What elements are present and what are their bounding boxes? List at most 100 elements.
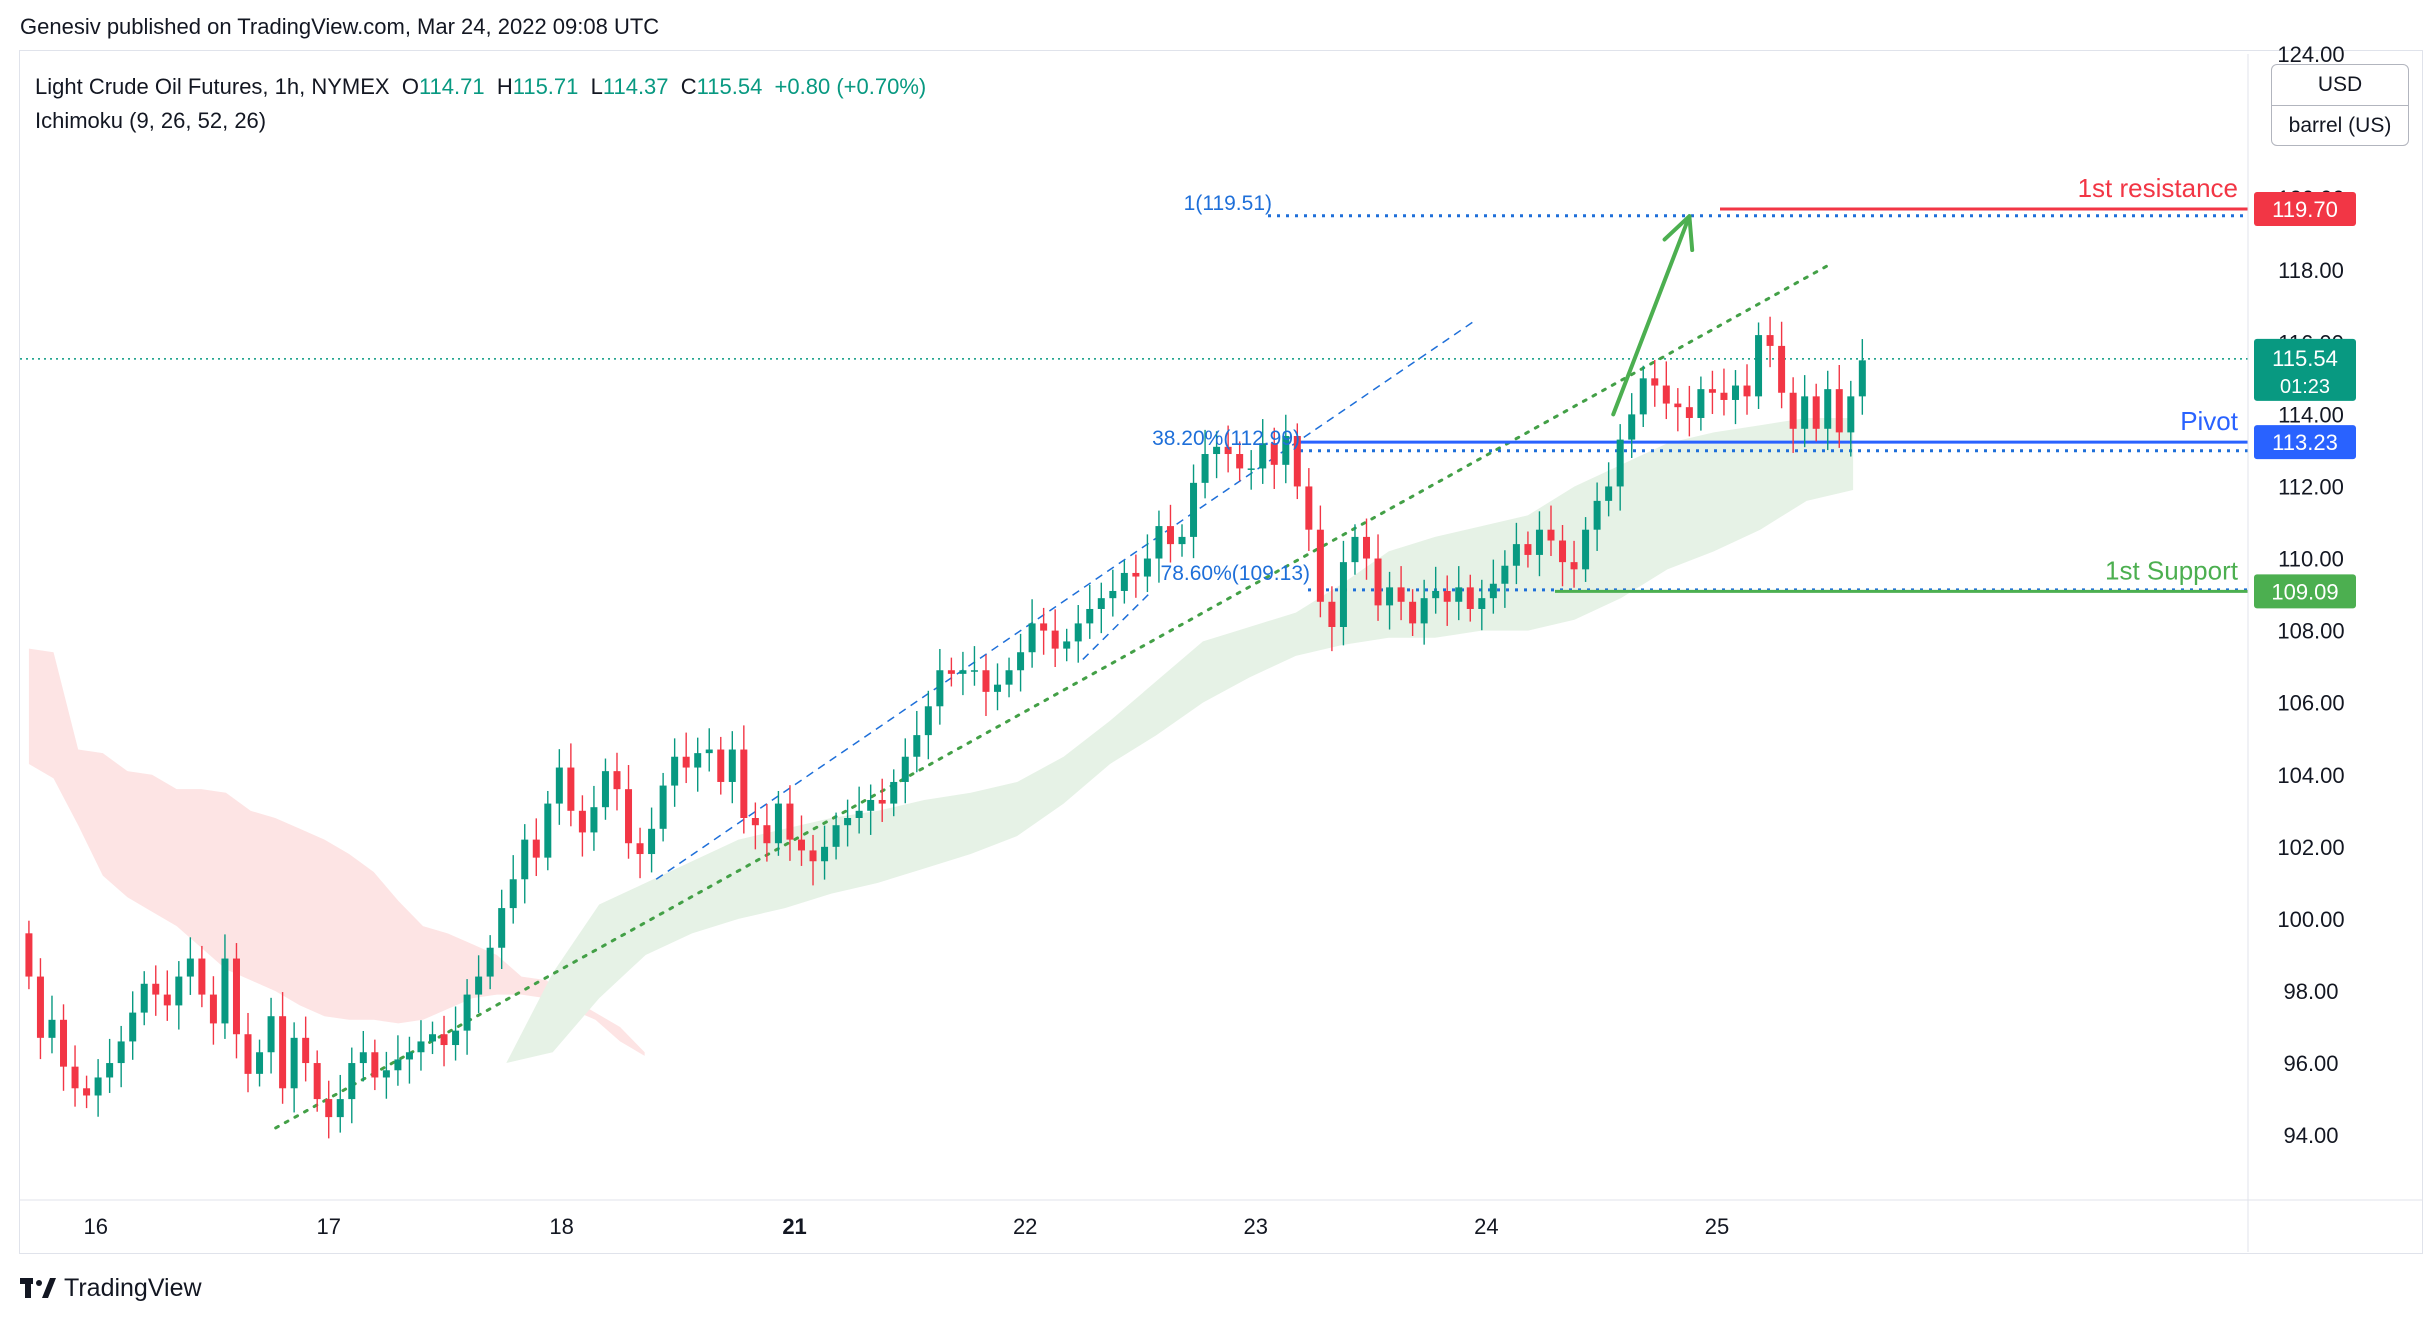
candle-body (1155, 526, 1163, 559)
level-1st-resistance-badge-label: 119.70 (2272, 197, 2338, 222)
candle (1559, 525, 1567, 587)
candle-body (94, 1077, 102, 1096)
candle (1685, 385, 1693, 437)
candle (763, 803, 771, 862)
candle-body (106, 1063, 114, 1078)
ichimoku-cloud (28, 417, 1854, 1064)
candle (1143, 534, 1151, 593)
candle-body (463, 994, 471, 1031)
candle (636, 827, 644, 879)
price-tick-label: 110.00 (2278, 547, 2344, 572)
candle-body (498, 908, 506, 948)
candle-body (763, 825, 771, 844)
candle-body (636, 843, 644, 855)
candle-body (705, 749, 713, 754)
candle (809, 834, 817, 886)
candle-body (786, 803, 794, 840)
candle (1547, 505, 1555, 557)
candle (821, 825, 829, 880)
candle (371, 1039, 379, 1091)
candle-body (1190, 482, 1198, 537)
candle-body (1420, 598, 1428, 624)
candle (186, 937, 194, 995)
footer-brand[interactable]: TradingView (20, 1274, 202, 1303)
chart-frame[interactable] (19, 50, 2423, 1254)
candle (694, 737, 702, 792)
candle-body (394, 1059, 402, 1071)
candle (1858, 339, 1866, 415)
candle (567, 743, 575, 827)
candle-body (232, 958, 240, 1035)
candle (1109, 569, 1117, 617)
candle-body (163, 994, 171, 1006)
price-tick-label: 108.00 (2277, 619, 2344, 644)
fib-level-label: 78.60%(109.13) (1161, 562, 1310, 585)
candle (1420, 579, 1428, 645)
currency-label[interactable]: USD (2317, 73, 2363, 96)
symbol-name: Light Crude Oil Futures, 1h, NYMEX (35, 74, 390, 99)
candle (601, 758, 609, 820)
candle-body (1489, 583, 1497, 599)
candle-body (751, 818, 759, 826)
candle (486, 935, 494, 990)
candle-body (428, 1034, 436, 1042)
candle-body (855, 810, 863, 818)
level-name-1st-resistance: 1st resistance (2078, 173, 2238, 203)
candle (1478, 579, 1486, 631)
candle-body (774, 803, 782, 844)
candle-body (25, 933, 33, 977)
candle-body (509, 879, 517, 909)
candle-body (728, 749, 736, 782)
candle (682, 732, 690, 784)
candle-body (970, 670, 978, 672)
open-value: 114.71 (418, 74, 485, 99)
price-tick-label: 124.00 (2277, 42, 2344, 67)
candle (867, 784, 875, 835)
candle (117, 1025, 125, 1088)
candle-body (1789, 392, 1797, 429)
candle (1801, 375, 1809, 448)
last-price-badge (2254, 338, 2356, 401)
candle-body (1801, 396, 1809, 429)
candle (440, 1015, 448, 1067)
candle-body (486, 947, 494, 977)
price-tick-label: 102.00 (2277, 835, 2344, 860)
projection-arrow (1611, 214, 1692, 417)
candle-body (936, 670, 944, 707)
level-1st-support-badge (2254, 574, 2356, 609)
price-tick-label: 94.00 (2283, 1123, 2338, 1148)
candle (1270, 427, 1278, 489)
candle (417, 1020, 425, 1071)
candle-body (924, 706, 932, 736)
candle-body (1524, 544, 1532, 555)
candle (509, 855, 517, 924)
unit-selector[interactable]: USD barrel (US) (2271, 64, 2409, 146)
candle (994, 663, 1002, 711)
candle (1236, 441, 1244, 482)
candle-body (1028, 623, 1036, 653)
candle (1155, 510, 1163, 583)
candle (901, 738, 909, 804)
candle (1720, 368, 1728, 416)
unit-label[interactable]: barrel (US) (2288, 114, 2392, 137)
candle (1582, 517, 1590, 582)
candle-body (1858, 360, 1866, 397)
candle (1593, 482, 1601, 551)
level-1st-support-badge-label: 109.09 (2271, 579, 2338, 604)
candle-body (1674, 403, 1682, 408)
candle (1674, 388, 1682, 432)
candle-body (440, 1034, 448, 1046)
candle (1190, 464, 1198, 559)
candle (1328, 586, 1336, 652)
fib-channel-line (655, 320, 1476, 880)
candle (83, 1075, 91, 1109)
candle (844, 799, 852, 847)
candle-body (1236, 454, 1244, 469)
candlesticks (25, 316, 1866, 1139)
candle-body (1316, 529, 1324, 602)
publish-info: Genesiv published on TradingView.com, Ma… (20, 14, 660, 39)
candle-body (1328, 601, 1336, 627)
candle-body (578, 810, 586, 833)
candle-body (186, 958, 194, 977)
